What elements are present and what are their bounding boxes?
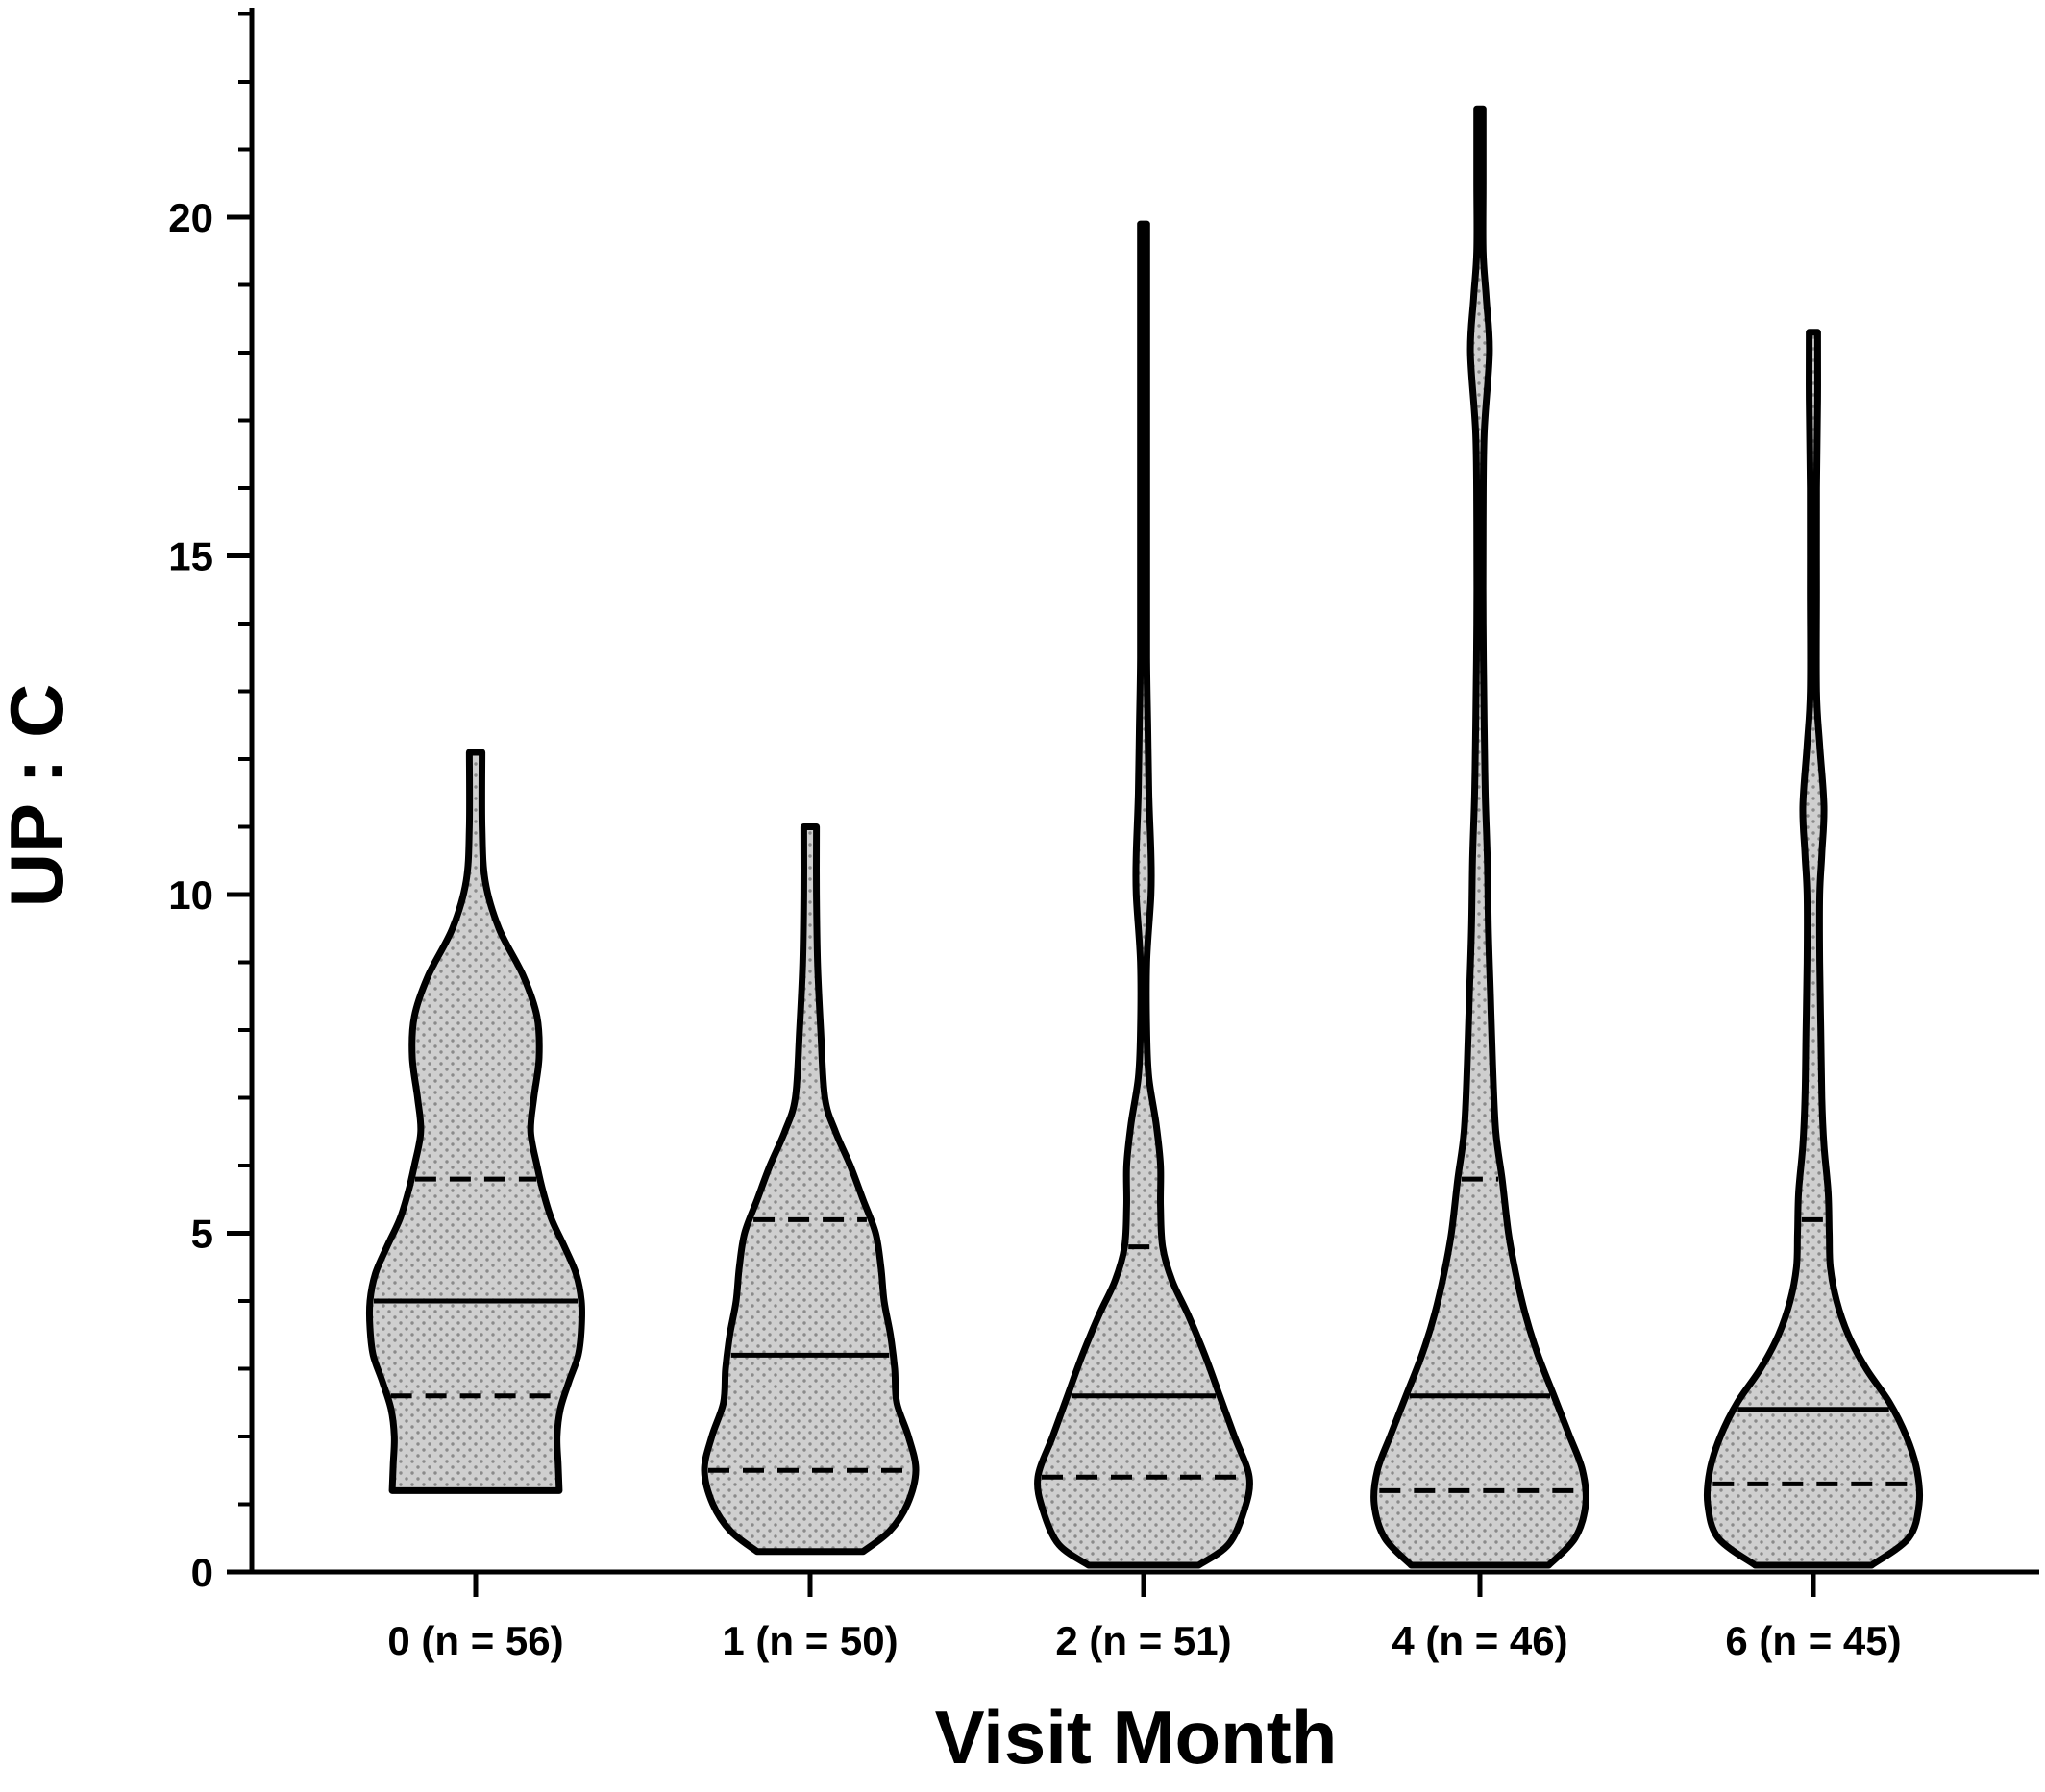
x-axis-title: Visit Month (935, 1695, 1338, 1780)
x-tick-label: 1 (n = 50) (722, 1618, 898, 1663)
y-tick-label: 20 (168, 195, 213, 240)
y-tick-label: 0 (191, 1550, 213, 1595)
x-tick-label: 2 (n = 51) (1055, 1618, 1231, 1663)
violin-month-6 (1703, 329, 1924, 1569)
y-tick-label: 10 (168, 872, 213, 918)
violin-month-0 (365, 749, 586, 1494)
y-tick-label: 15 (168, 534, 213, 579)
violin-month-1 (701, 823, 920, 1556)
violin-body (365, 749, 586, 1494)
violins-group (365, 105, 1924, 1569)
violin-body (1370, 105, 1589, 1569)
x-tick-label: 4 (n = 46) (1392, 1618, 1567, 1663)
violin-month-2 (1034, 220, 1253, 1569)
axes-group: 0 5 10 15 20 0 (n = 56) 1 (n = 50) 2 (n = 51) 4 … (168, 8, 2039, 1663)
violin-body (1034, 220, 1253, 1569)
y-tick-label: 5 (191, 1212, 213, 1257)
violin-month-4 (1370, 105, 1589, 1569)
violin-body (701, 823, 920, 1556)
x-tick-label: 6 (n = 45) (1725, 1618, 1901, 1663)
y-axis-title: UP : C (0, 684, 79, 908)
violin-body (1703, 329, 1924, 1569)
x-tick-label: 0 (n = 56) (387, 1618, 563, 1663)
